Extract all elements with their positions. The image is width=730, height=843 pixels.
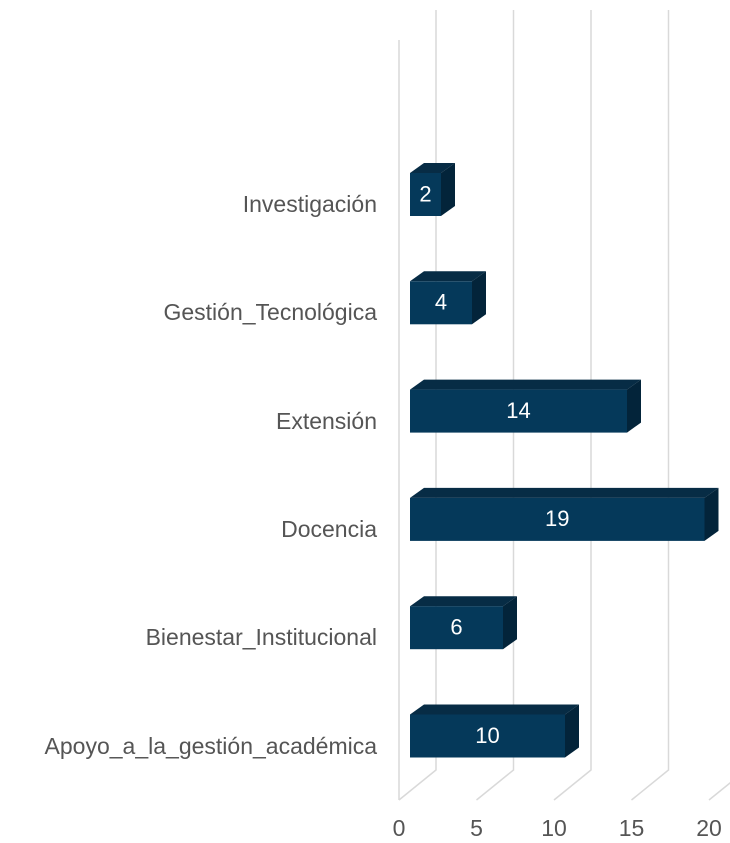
- x-tick-label: 5: [470, 815, 483, 841]
- bar: [410, 487, 719, 541]
- bar-front: [410, 497, 705, 541]
- bar-side: [565, 704, 579, 758]
- data-label: 19: [545, 506, 569, 531]
- x-tick-label: 15: [619, 815, 645, 841]
- bar-top: [410, 271, 486, 282]
- x-tick-label: 20: [696, 815, 722, 841]
- bar-side: [472, 271, 486, 325]
- bar-side: [503, 596, 517, 650]
- data-label: 2: [419, 181, 431, 206]
- category-label: Extensión: [275, 407, 377, 434]
- x-tick-label: 10: [541, 815, 567, 841]
- data-label: 14: [506, 398, 530, 423]
- grid-line: [708, 782, 730, 801]
- bar-side: [704, 487, 719, 541]
- bar-side: [441, 163, 455, 216]
- bar-top: [410, 704, 579, 715]
- data-label: 4: [435, 290, 447, 315]
- grid-line: [398, 10, 437, 801]
- bar: [410, 379, 641, 433]
- grid-line: [631, 10, 670, 801]
- category-label: Apoyo_a_la_gestión_académica: [44, 732, 377, 759]
- bar: [410, 271, 486, 325]
- bar-front: [410, 173, 441, 216]
- bar-top: [410, 596, 517, 607]
- bar-side: [627, 379, 641, 433]
- data-label: 10: [475, 723, 499, 748]
- category-label: Investigación: [242, 191, 377, 217]
- grid-line: [553, 10, 592, 801]
- bar-front: [410, 714, 565, 758]
- bar-front: [410, 281, 472, 325]
- bar-front: [410, 606, 503, 650]
- grid-line: [476, 10, 515, 801]
- category-label: Bienestar_Institucional: [145, 624, 377, 651]
- bar: [410, 163, 455, 216]
- bar: [410, 596, 517, 650]
- bar: [410, 704, 579, 758]
- bar-front: [410, 389, 627, 433]
- bar-top: [410, 487, 719, 498]
- data-label: 6: [450, 615, 462, 640]
- bar-top: [410, 163, 455, 173]
- category-label: Docencia: [281, 515, 377, 542]
- x-tick-label: 0: [393, 815, 406, 841]
- category-label: Gestión_Tecnológica: [163, 299, 377, 326]
- bar-top: [410, 379, 641, 390]
